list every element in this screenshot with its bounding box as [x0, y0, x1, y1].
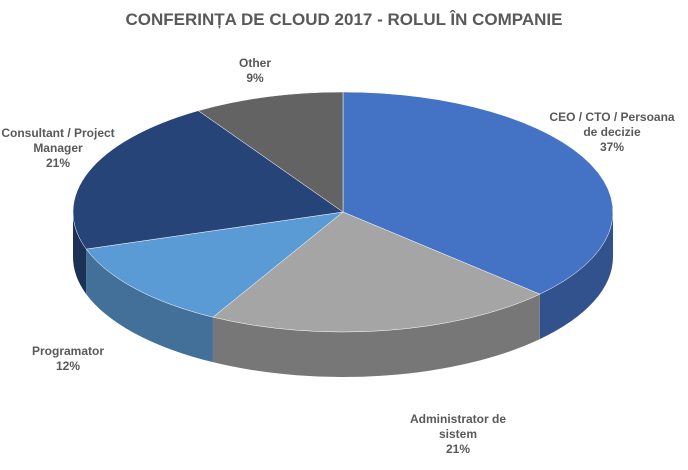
label-value: 9% — [246, 71, 264, 85]
label-value: 21% — [45, 156, 71, 170]
slice — [197, 91, 344, 213]
data-label: CEO / CTO / Persoana de decizie 37% — [542, 110, 682, 155]
slice — [72, 110, 344, 250]
slice — [85, 211, 344, 318]
data-label: Programator 12% — [3, 344, 133, 374]
slice-side — [73, 212, 87, 295]
label-value: 37% — [599, 140, 625, 154]
label-name: Consultant / Project Manager — [1, 126, 115, 155]
label-value: 12% — [55, 359, 81, 373]
slice-side — [86, 249, 213, 363]
slice — [212, 211, 541, 333]
data-label: Consultant / Project Manager 21% — [0, 126, 123, 171]
slice — [342, 91, 614, 295]
data-label: Administrator de sistem 21% — [393, 412, 523, 457]
label-value: 21% — [445, 442, 471, 456]
chart-title: CONFERINȚA DE CLOUD 2017 - ROLUL ÎN COMP… — [125, 10, 563, 29]
data-label: Other 9% — [215, 56, 295, 86]
label-name: Programator — [31, 344, 105, 358]
label-name: Administrator de sistem — [409, 412, 506, 441]
label-name: CEO / CTO / Persoana de decizie — [549, 110, 675, 139]
label-name: Other — [238, 56, 271, 70]
slice-side — [212, 294, 540, 378]
slice-side — [539, 212, 613, 340]
